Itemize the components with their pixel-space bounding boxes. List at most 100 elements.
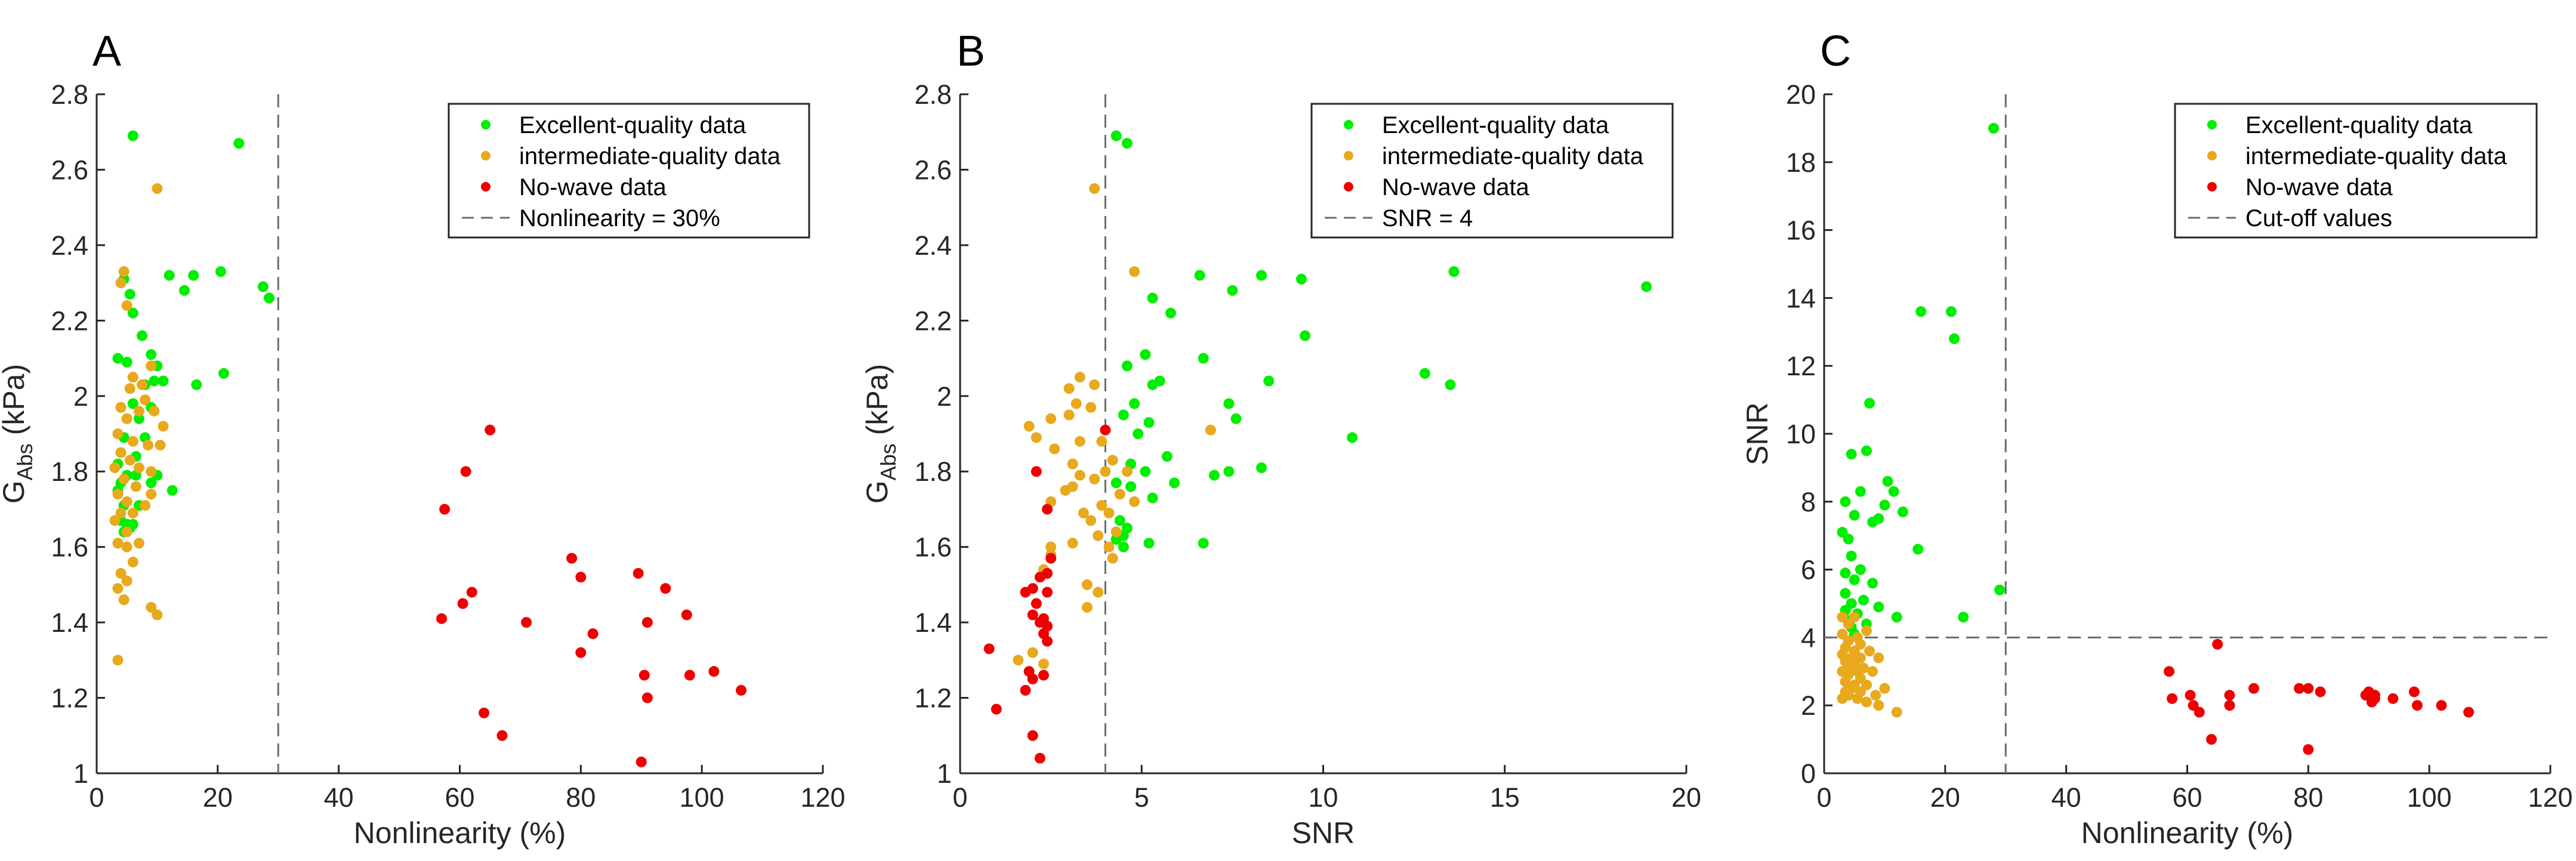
data-point-excellent (1256, 462, 1267, 473)
y-tick-label: 12 (1786, 351, 1816, 381)
data-point-excellent (1864, 397, 1875, 409)
data-point-excellent (1147, 492, 1158, 504)
data-point-excellent (1147, 292, 1158, 304)
data-point-intermediate (1085, 402, 1097, 413)
data-point-excellent (133, 413, 144, 424)
legend: Excellent-quality data intermediate-quali… (448, 103, 810, 239)
data-point-intermediate (1873, 700, 1884, 711)
data-point-intermediate (115, 567, 127, 579)
data-point-intermediate (137, 379, 148, 390)
data-point-intermediate (1843, 618, 1854, 629)
x-tick-label: 40 (324, 782, 354, 813)
data-point-excellent (1230, 413, 1242, 424)
legend-label: Excellent-quality data (519, 112, 746, 138)
data-point-intermediate (130, 481, 141, 492)
data-point-excellent (121, 356, 132, 368)
legend-label: intermediate-quality data (2245, 143, 2507, 169)
data-point-nowave (566, 553, 578, 564)
data-point-intermediate (146, 601, 157, 613)
data-point-intermediate (1103, 507, 1115, 519)
y-axis-label: GAbs (kPa) (0, 364, 37, 504)
data-point-excellent (137, 330, 148, 341)
data-point-excellent (1194, 270, 1205, 281)
data-point-nowave (439, 504, 451, 515)
data-point-intermediate (1870, 690, 1881, 701)
y-axis-label-subscript: Abs (876, 443, 900, 480)
data-point-nowave (641, 692, 653, 703)
x-tick-label: 20 (1930, 782, 1960, 813)
y-axis-label: SNR (1741, 402, 1774, 465)
data-point-intermediate (1013, 655, 1024, 666)
data-point-excellent (191, 379, 202, 390)
legend-label: No-wave data (2245, 174, 2393, 200)
data-point-intermediate (1060, 484, 1071, 496)
x-tick-label: 10 (1308, 782, 1338, 813)
data-point-excellent (233, 138, 245, 149)
panel-label: C (1820, 27, 1851, 75)
x-axis-label: SNR (1292, 816, 1355, 850)
data-point-nowave (1042, 504, 1053, 515)
data-point-intermediate (121, 413, 132, 424)
x-tick-label: 60 (2172, 782, 2202, 813)
data-point-excellent (1945, 306, 1957, 317)
data-point-nowave (1042, 635, 1053, 647)
data-point-excellent (1223, 466, 1235, 477)
data-point-excellent (1448, 266, 1460, 277)
data-point-intermediate (115, 507, 127, 519)
data-point-nowave (457, 598, 468, 609)
panel-c: 0 20 40 60 80 100 120 0 2 4 6 8 10 12 14 16 18 20 Nonlinea… (1741, 27, 2573, 850)
data-point-intermediate (124, 383, 135, 394)
data-point-intermediate (1873, 652, 1884, 664)
data-point-nowave (2248, 683, 2260, 694)
data-point-excellent (1347, 432, 1358, 443)
data-point-nowave (436, 613, 448, 624)
data-point-nowave (1045, 553, 1057, 564)
y-tick-label: 2.2 (51, 305, 88, 336)
legend-marker-intermediate (1344, 151, 1353, 161)
data-point-nowave (485, 424, 496, 436)
data-point-intermediate (112, 583, 124, 594)
data-point-nowave (635, 757, 647, 768)
legend-label: Cut-off values (2245, 205, 2392, 232)
data-point-excellent (257, 281, 269, 292)
y-tick-label: 1.8 (51, 456, 88, 487)
data-point-nowave (2303, 683, 2314, 694)
legend-label: Excellent-quality data (2245, 112, 2473, 138)
y-tick-label: 1.8 (914, 456, 952, 487)
x-axis-label: Nonlinearity (%) (2081, 816, 2294, 850)
data-point-nowave (2164, 666, 2175, 677)
data-point-nowave (2408, 686, 2420, 698)
series-nowave (436, 424, 747, 768)
series-intermediate (1013, 183, 1216, 669)
data-point-intermediate (1089, 183, 1100, 195)
data-point-intermediate (1864, 646, 1875, 657)
data-point-nowave (2436, 700, 2447, 711)
data-point-intermediate (1089, 379, 1100, 390)
data-point-intermediate (112, 655, 124, 666)
data-point-nowave (2224, 690, 2235, 701)
data-point-intermediate (1067, 538, 1078, 549)
data-point-nowave (2303, 744, 2314, 755)
legend-box (1310, 103, 1674, 239)
data-point-nowave (1100, 424, 1111, 436)
y-tick-label: 1.4 (914, 607, 952, 638)
data-point-intermediate (1081, 579, 1093, 590)
data-point-excellent (1849, 574, 1860, 585)
data-point-nowave (2411, 700, 2423, 711)
data-point-excellent (1147, 379, 1158, 390)
data-point-excellent (1198, 538, 1209, 549)
data-point-excellent (146, 477, 157, 489)
data-point-excellent (1988, 122, 1999, 134)
data-point-intermediate (1023, 421, 1035, 432)
x-tick-label: 20 (1671, 782, 1701, 813)
data-point-excellent (1110, 477, 1122, 489)
data-point-excellent (1858, 594, 1869, 606)
y-tick-label: 20 (1786, 79, 1816, 110)
data-point-intermediate (143, 439, 154, 450)
data-point-excellent (1873, 513, 1884, 524)
y-axis-label-unit: (kPa) (860, 364, 894, 443)
data-point-intermediate (133, 462, 144, 473)
data-point-excellent (1118, 541, 1129, 553)
data-point-excellent (1140, 466, 1151, 477)
y-tick-label: 1 (73, 758, 88, 789)
